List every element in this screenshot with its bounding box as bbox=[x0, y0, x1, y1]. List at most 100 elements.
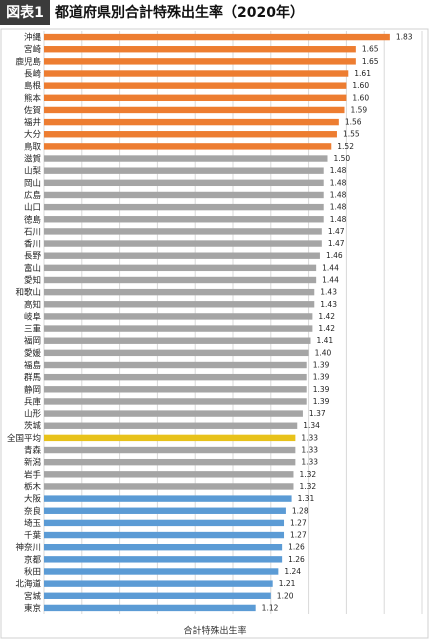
bar bbox=[44, 203, 324, 211]
y-tick-label: 愛媛 bbox=[24, 348, 42, 359]
y-tick-label: 高知 bbox=[24, 299, 41, 310]
y-tick-label: 沖縄 bbox=[24, 32, 42, 43]
y-tick-label: 奈良 bbox=[24, 506, 42, 517]
bar bbox=[44, 70, 349, 77]
y-tick-label: 鹿児島 bbox=[15, 56, 41, 67]
y-tick-label: 青森 bbox=[24, 445, 42, 456]
bar bbox=[44, 434, 296, 442]
value-label: 1.33 bbox=[301, 433, 318, 442]
y-tick-label: 香川 bbox=[24, 239, 41, 250]
y-tick-label: 京都 bbox=[24, 554, 42, 565]
value-label: 1.40 bbox=[315, 348, 332, 357]
value-label: 1.37 bbox=[309, 409, 326, 418]
y-tick-label: 埼玉 bbox=[24, 518, 42, 529]
value-label: 1.83 bbox=[396, 33, 413, 42]
y-tick-label: 秋田 bbox=[24, 566, 41, 577]
bar bbox=[44, 507, 286, 514]
bar bbox=[44, 143, 332, 150]
y-tick-label: 北海道 bbox=[15, 579, 41, 590]
value-label: 1.48 bbox=[330, 215, 347, 224]
y-tick-label: 岡山 bbox=[24, 178, 41, 189]
y-tick-label: 長崎 bbox=[24, 69, 42, 80]
y-tick-label: 和歌山 bbox=[15, 287, 41, 298]
value-label: 1.20 bbox=[277, 591, 294, 600]
value-label: 1.61 bbox=[354, 69, 371, 78]
bar bbox=[44, 46, 356, 53]
bar bbox=[44, 361, 307, 369]
y-tick-label: 兵庫 bbox=[24, 396, 42, 407]
value-label: 1.24 bbox=[284, 567, 301, 576]
bar bbox=[44, 422, 298, 429]
y-tick-label: 群馬 bbox=[24, 372, 41, 383]
value-label: 1.34 bbox=[303, 421, 320, 430]
y-tick-label: 栃木 bbox=[24, 481, 42, 492]
y-tick-label: 愛知 bbox=[24, 275, 41, 286]
y-tick-label: 静岡 bbox=[24, 384, 41, 395]
bar bbox=[44, 313, 313, 320]
value-label: 1.48 bbox=[330, 178, 347, 187]
bar bbox=[44, 580, 273, 587]
value-label: 1.48 bbox=[330, 190, 347, 199]
value-label: 1.21 bbox=[279, 579, 296, 588]
y-tick-label: 福岡 bbox=[24, 336, 41, 347]
value-label: 1.52 bbox=[337, 142, 354, 151]
value-label: 1.41 bbox=[316, 336, 333, 345]
bar bbox=[44, 240, 322, 247]
y-tick-label: 徳島 bbox=[24, 214, 42, 225]
bar bbox=[44, 471, 294, 478]
bar bbox=[44, 228, 322, 235]
bar bbox=[44, 216, 324, 223]
bar bbox=[44, 592, 271, 599]
y-tick-label: 石川 bbox=[24, 227, 41, 237]
y-tick-label: 神奈川 bbox=[15, 542, 41, 553]
bar bbox=[44, 131, 337, 138]
value-label: 1.46 bbox=[326, 251, 343, 260]
bar bbox=[44, 33, 390, 41]
y-tick-label: 長野 bbox=[24, 252, 42, 262]
y-tick-label: 岩手 bbox=[24, 469, 42, 480]
y-tick-label: 佐賀 bbox=[24, 105, 42, 116]
value-label: 1.39 bbox=[313, 397, 330, 406]
value-label: 1.56 bbox=[345, 118, 362, 127]
bar bbox=[44, 458, 296, 466]
value-label: 1.32 bbox=[299, 470, 316, 479]
value-label: 1.42 bbox=[318, 324, 335, 333]
bar bbox=[44, 82, 347, 89]
y-tick-label: 福井 bbox=[24, 117, 41, 128]
value-label: 1.65 bbox=[362, 57, 379, 66]
bar bbox=[44, 495, 292, 502]
value-label: 1.39 bbox=[313, 361, 330, 370]
bar bbox=[44, 446, 296, 454]
value-label: 1.47 bbox=[328, 227, 345, 236]
value-label: 1.42 bbox=[318, 312, 335, 321]
value-label: 1.27 bbox=[290, 531, 307, 540]
value-label: 1.31 bbox=[298, 494, 315, 503]
figure-label-box bbox=[0, 0, 50, 25]
bar bbox=[44, 179, 324, 187]
bar bbox=[44, 325, 313, 332]
bar bbox=[44, 531, 285, 539]
y-tick-label: 新潟 bbox=[24, 457, 42, 468]
value-label: 1.60 bbox=[352, 93, 369, 102]
bar bbox=[44, 155, 328, 162]
bar bbox=[44, 543, 283, 551]
chart-frame bbox=[0, 28, 429, 639]
value-label: 1.26 bbox=[288, 555, 305, 564]
y-tick-label: 大分 bbox=[24, 129, 42, 140]
bar bbox=[44, 94, 347, 102]
x-axis-label: 合計特殊出生率 bbox=[183, 625, 246, 637]
bar bbox=[44, 349, 309, 357]
y-tick-label: 熊本 bbox=[24, 93, 42, 104]
value-label: 1.59 bbox=[351, 105, 368, 114]
bar bbox=[44, 556, 283, 563]
y-tick-label: 宮崎 bbox=[24, 44, 42, 55]
value-label: 1.48 bbox=[330, 166, 347, 175]
value-label: 1.44 bbox=[322, 263, 339, 272]
value-label: 1.55 bbox=[343, 130, 360, 139]
y-tick-label: 東京 bbox=[24, 603, 41, 614]
bar bbox=[44, 301, 315, 308]
value-label: 1.48 bbox=[330, 203, 347, 212]
y-tick-label: 富山 bbox=[24, 263, 41, 274]
bar bbox=[44, 483, 294, 490]
